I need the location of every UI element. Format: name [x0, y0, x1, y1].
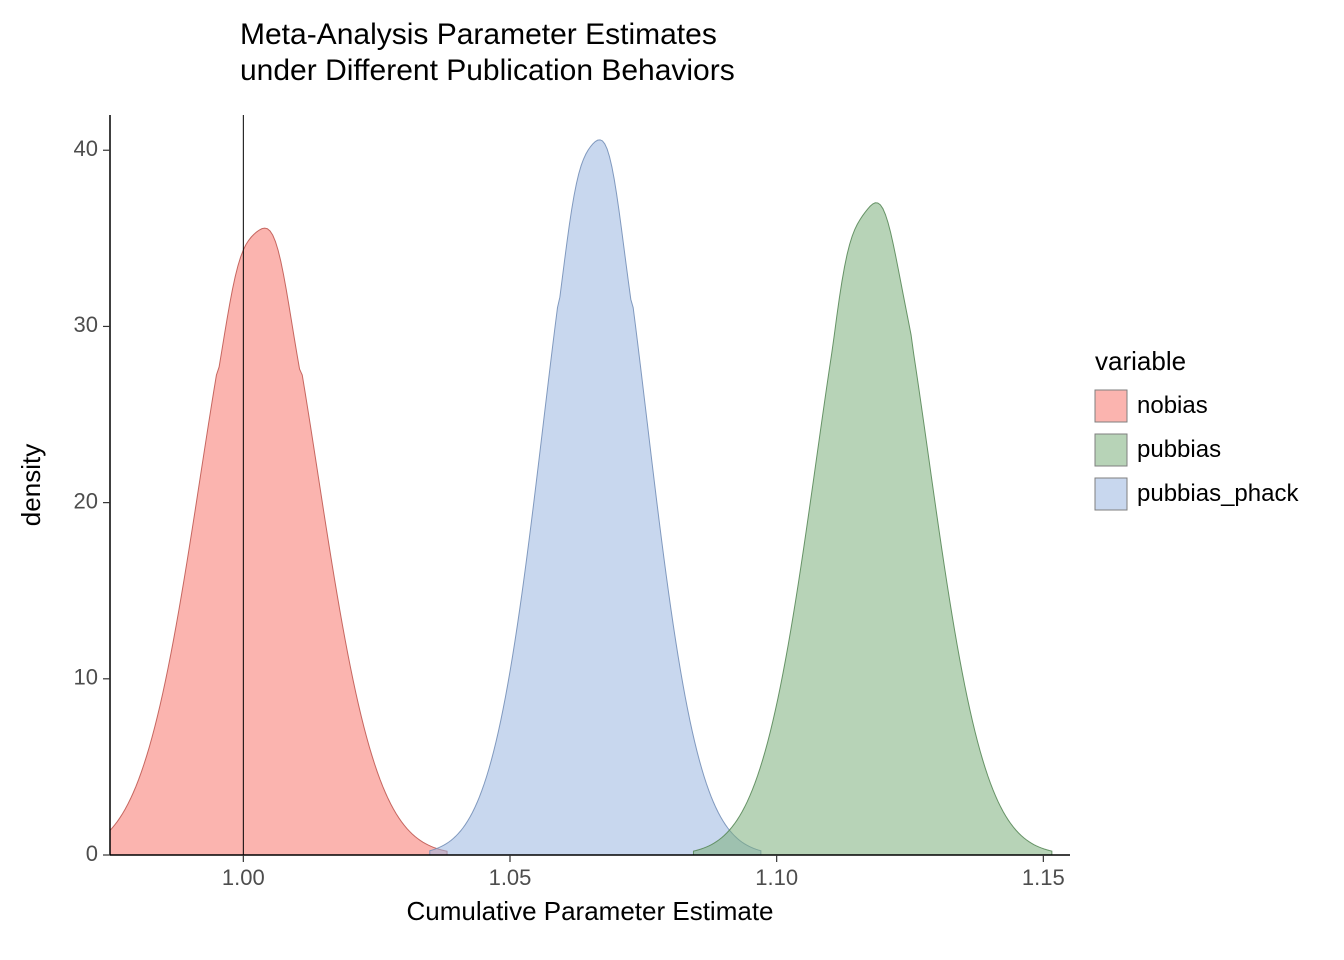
- x-tick-label: 1.00: [222, 865, 265, 890]
- legend-item: pubbias_phack: [1095, 478, 1299, 510]
- legend-label: pubbias_phack: [1137, 480, 1299, 507]
- legend-title: variable: [1095, 346, 1186, 376]
- chart-title-line1: Meta-Analysis Parameter Estimates: [240, 18, 717, 51]
- legend-swatch: [1095, 434, 1127, 466]
- x-tick-label: 1.15: [1022, 865, 1065, 890]
- legend-swatch: [1095, 478, 1127, 510]
- x-axis-title: Cumulative Parameter Estimate: [406, 896, 773, 926]
- legend-label: nobias: [1137, 392, 1208, 419]
- x-tick-label: 1.10: [755, 865, 798, 890]
- legend-item: nobias: [1095, 390, 1208, 422]
- y-tick-label: 40: [74, 136, 98, 161]
- y-axis-title: density: [16, 444, 46, 526]
- y-tick-label: 20: [74, 488, 98, 513]
- chart-container: 0 10 20 30 40 1.00 1.05 1.10 1.15 density Cumulati…: [0, 0, 1344, 960]
- density-chart: 0 10 20 30 40 1.00 1.05 1.10 1.15 density Cumulati…: [0, 0, 1344, 960]
- legend-swatch: [1095, 390, 1127, 422]
- y-tick-label: 10: [74, 665, 98, 690]
- chart-title-line2: under Different Publication Behaviors: [240, 54, 735, 87]
- y-tick-label: 0: [86, 841, 98, 866]
- legend: variable nobias pubbias pubbias_phack: [1095, 346, 1299, 510]
- legend-item: pubbias: [1095, 434, 1221, 466]
- x-tick-label: 1.05: [489, 865, 532, 890]
- y-tick-label: 30: [74, 312, 98, 337]
- legend-label: pubbias: [1137, 436, 1221, 463]
